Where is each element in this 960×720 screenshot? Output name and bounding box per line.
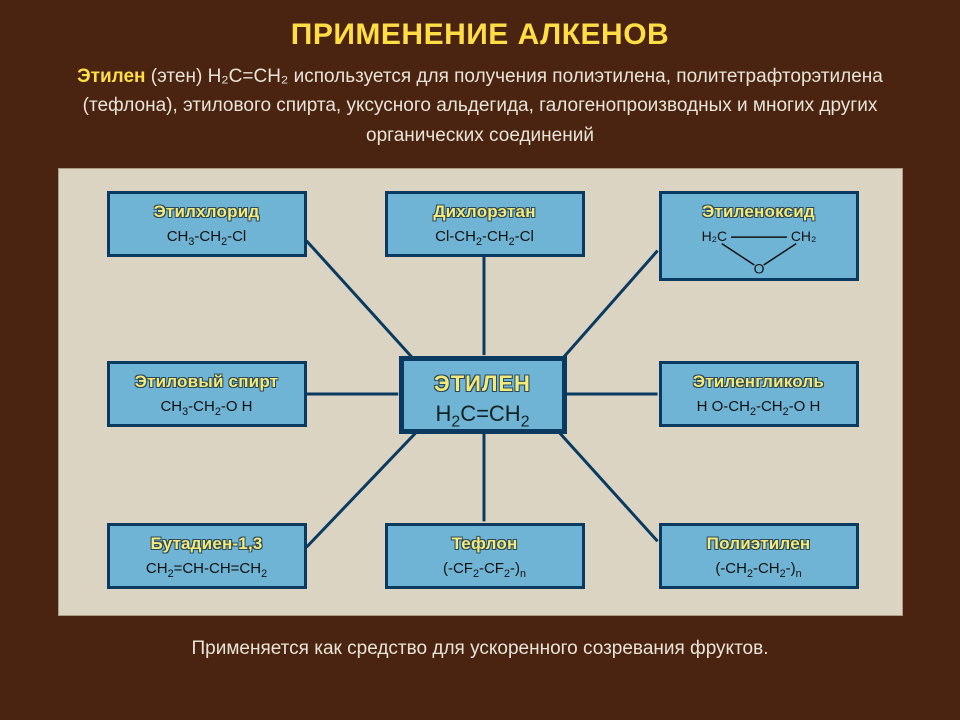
subtitle-highlight: Этилен bbox=[77, 66, 145, 87]
subtitle-text: (этен) H₂C=CH₂ используется для получени… bbox=[83, 66, 883, 146]
node-label: Этиленоксид bbox=[666, 202, 852, 222]
svg-text:CH₂: CH₂ bbox=[790, 228, 816, 244]
node-label: Этилхлорид bbox=[114, 202, 300, 222]
slide: ПРИМЕНЕНИЕ АЛКЕНОВ Этилен (этен) H₂C=CH₂… bbox=[0, 0, 960, 720]
center-node-formula: H2C=CH2 bbox=[416, 401, 550, 431]
svg-text:O: O bbox=[753, 261, 764, 277]
node-label: Дихлорэтан bbox=[392, 202, 578, 222]
node-label: Бутадиен-1,3 bbox=[114, 534, 300, 554]
node-ethylchloride: Этилхлорид CH3-CH2-Cl bbox=[107, 191, 307, 257]
node-formula: (-CF2-CF2-)n bbox=[392, 560, 578, 580]
node-label: Этиленгликоль bbox=[666, 372, 852, 392]
node-dichloroethane: Дихлорэтан Cl-CH2-CH2-Cl bbox=[385, 191, 585, 257]
footer-text: Применяется как средство для ускоренного… bbox=[40, 638, 920, 660]
node-ethyleneoxide: Этиленоксид H₂C CH₂ O bbox=[659, 191, 859, 281]
node-ethanol: Этиловый спирт CH3-CH2-O H bbox=[107, 361, 307, 427]
node-formula: CH3-CH2-Cl bbox=[114, 228, 300, 248]
node-polyethylene: Полиэтилен (-CH2-CH2-)n bbox=[659, 523, 859, 589]
page-title: ПРИМЕНЕНИЕ АЛКЕНОВ bbox=[40, 18, 920, 52]
diagram-panel: ЭТИЛЕН H2C=CH2 Этилхлорид CH3-CH2-Cl Дихлорэ… bbox=[58, 168, 903, 616]
node-label: Этиловый спирт bbox=[114, 372, 300, 392]
node-butadiene: Бутадиен-1,3 CH2=CH-CH=CH2 bbox=[107, 523, 307, 589]
node-formula: CH3-CH2-O H bbox=[114, 398, 300, 418]
subtitle: Этилен (этен) H₂C=CH₂ используется для п… bbox=[40, 62, 920, 150]
ethylene-oxide-structure: H₂CCH₂O bbox=[666, 228, 852, 266]
node-formula: Cl-CH2-CH2-Cl bbox=[392, 228, 578, 248]
node-formula: H O-CH2-CH2-O H bbox=[666, 398, 852, 418]
center-node-ethylene: ЭТИЛЕН H2C=CH2 bbox=[399, 356, 567, 434]
svg-text:H₂C: H₂C bbox=[701, 228, 727, 244]
diagram: ЭТИЛЕН H2C=CH2 Этилхлорид CH3-CH2-Cl Дихлорэ… bbox=[69, 181, 892, 603]
node-label: Тефлон bbox=[392, 534, 578, 554]
node-formula: CH2=CH-CH=CH2 bbox=[114, 560, 300, 580]
node-formula: (-CH2-CH2-)n bbox=[666, 560, 852, 580]
center-node-label: ЭТИЛЕН bbox=[416, 371, 550, 397]
node-ethyleneglycol: Этиленгликоль H O-CH2-CH2-O H bbox=[659, 361, 859, 427]
node-teflon: Тефлон (-CF2-CF2-)n bbox=[385, 523, 585, 589]
node-label: Полиэтилен bbox=[666, 534, 852, 554]
